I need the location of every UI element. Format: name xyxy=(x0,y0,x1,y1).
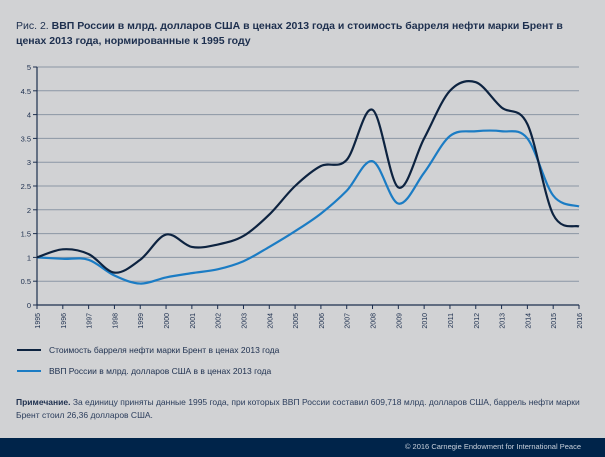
x-tick-label: 2011 xyxy=(448,313,455,328)
x-tick-label: 2007 xyxy=(345,313,352,329)
y-tick-label: 0 xyxy=(27,301,31,310)
legend-item-brent: Стоимость барреля нефти марки Брент в це… xyxy=(17,345,279,355)
y-tick-label: 3.5 xyxy=(21,134,31,143)
x-tick-label: 2012 xyxy=(474,313,481,329)
footer-bar: © 2016 Carnegie Endowment for Internatio… xyxy=(0,438,605,457)
y-tick-label: 0.5 xyxy=(21,277,31,286)
y-tick-label: 1.5 xyxy=(21,230,31,239)
figure-title: ВВП России в млрд. долларов США в ценах … xyxy=(16,20,563,47)
x-tick-label: 2008 xyxy=(371,313,378,329)
y-tick-label: 3 xyxy=(27,158,31,167)
footnote: Примечание. За единицу приняты данные 19… xyxy=(16,396,591,422)
footnote-text: За единицу приняты данные 1995 года, при… xyxy=(16,397,580,420)
x-tick-label: 1997 xyxy=(87,313,94,329)
x-tick-label: 1998 xyxy=(112,313,119,329)
x-tick-label: 2001 xyxy=(190,313,197,329)
copyright-text: © 2016 Carnegie Endowment for Internatio… xyxy=(404,442,581,451)
legend-swatch-brent xyxy=(17,348,41,352)
x-tick-label: 1996 xyxy=(61,313,68,329)
x-tick-label: 2015 xyxy=(551,313,558,329)
figure-number: Рис. 2. xyxy=(16,20,49,32)
legend-swatch-gdp xyxy=(17,369,41,373)
x-tick-label: 2000 xyxy=(164,313,171,329)
series-line-brent xyxy=(36,79,580,274)
x-tick-label: 2005 xyxy=(293,313,300,329)
x-tick-label: 1995 xyxy=(35,313,42,329)
x-tick-label: 2014 xyxy=(525,313,532,329)
chart-title: Рис. 2. ВВП России в млрд. долларов США … xyxy=(16,19,596,49)
line-chart: 00.511.522.533.544.55 1995 1996 1997 1998 19… xyxy=(21,63,584,329)
x-tick-label: 2006 xyxy=(319,313,326,329)
footnote-label: Примечание. xyxy=(16,397,71,407)
series-lines xyxy=(36,79,580,285)
y-tick-label: 1 xyxy=(27,253,31,262)
y-tick-label: 2.5 xyxy=(21,182,31,191)
y-tick-label: 5 xyxy=(27,63,31,72)
y-tick-label: 4 xyxy=(27,111,31,120)
x-tick-label: 1999 xyxy=(138,313,145,329)
y-tick-label: 4.5 xyxy=(21,87,31,96)
x-tick-label: 2016 xyxy=(577,313,584,329)
x-tick-label: 2002 xyxy=(216,313,223,329)
y-tick-label: 2 xyxy=(27,206,31,215)
x-tick-label: 2004 xyxy=(267,313,274,329)
legend-item-gdp: ВВП России в млрд. долларов США в в цена… xyxy=(17,366,271,376)
x-tick-label: 2009 xyxy=(396,313,403,329)
x-tick-label: 2003 xyxy=(241,313,248,329)
x-tick-label: 2013 xyxy=(500,313,507,329)
x-tick-label: 2010 xyxy=(422,313,429,329)
series-line-gdp xyxy=(36,129,580,285)
x-axis: 1995 1996 1997 1998 1999 2000 2001 2002 2003 2004… xyxy=(35,304,584,329)
legend-label-brent: Стоимость барреля нефти марки Брент в це… xyxy=(49,345,280,355)
y-axis: 0 0.5 1 1.5 2 2.5 3 3.5 4 4.5 5 xyxy=(21,63,38,310)
legend-label-gdp: ВВП России в млрд. долларов США в в цена… xyxy=(49,366,272,376)
